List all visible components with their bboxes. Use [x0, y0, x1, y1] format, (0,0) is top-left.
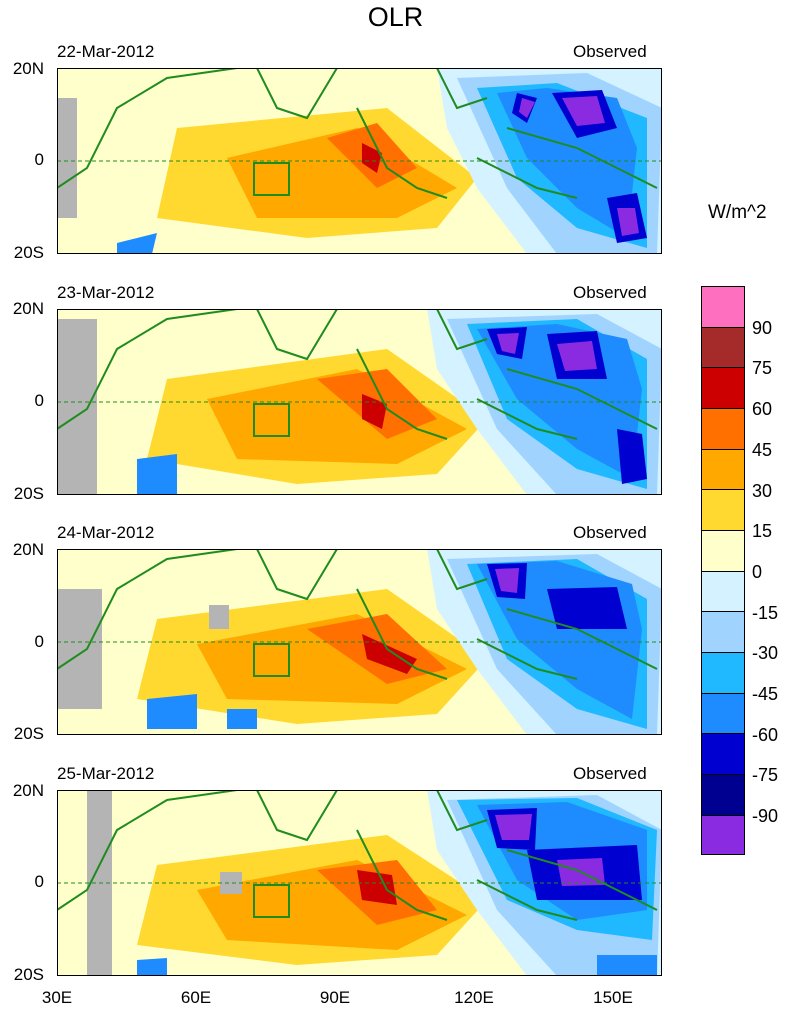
colorbar-label: -45 [752, 684, 779, 704]
p3-ytick-0: 0 [34, 632, 44, 651]
missing-data [87, 790, 242, 976]
field-south-low [147, 694, 257, 729]
colorbar-swatch [701, 286, 745, 327]
field-negative-90 [495, 814, 605, 886]
colorbar-swatch [701, 448, 745, 490]
colorbar-label: 0 [752, 562, 763, 582]
colorbar [701, 286, 745, 866]
missing-data [57, 319, 97, 495]
missing-data [57, 98, 77, 218]
colorbar-swatch [701, 367, 745, 408]
colorbar-label: 30 [752, 481, 773, 501]
figure-title: OLR [367, 2, 424, 32]
field-negative-90 [497, 333, 597, 371]
colorbar-label: 60 [752, 399, 773, 419]
panel2-date: 23-Mar-2012 [57, 283, 155, 302]
region-box [253, 162, 290, 196]
colorbar-swatch [701, 692, 745, 734]
p1-ytick-20n: 20N [12, 59, 44, 78]
p1-ytick-20s: 20S [13, 243, 44, 262]
colorbar-swatch [701, 326, 745, 368]
p1-ytick-0: 0 [34, 150, 44, 169]
xtick-90e: 90E [319, 988, 351, 1007]
p2-ytick-0: 0 [34, 391, 44, 410]
p2-ytick-20s: 20S [13, 484, 44, 503]
colorbar-label: 15 [752, 521, 773, 541]
colorbar-label: -15 [752, 603, 779, 623]
field-negative-90 [519, 96, 639, 236]
map-panel-23-mar [57, 309, 662, 495]
region-box [253, 643, 290, 677]
field-positive-60 [362, 143, 382, 173]
coastlines [57, 549, 658, 680]
colorbar-label: -60 [752, 725, 779, 745]
panel2-label: Observed [573, 283, 647, 302]
field-south-low [137, 454, 177, 495]
p4-ytick-0: 0 [34, 872, 44, 891]
p3-ytick-20n: 20N [12, 540, 44, 559]
map-panel-25-mar [57, 790, 662, 976]
field-south-low [117, 233, 157, 254]
coastlines [57, 309, 658, 440]
field-south-low [137, 955, 657, 976]
field-positive-60 [362, 634, 417, 674]
p4-ytick-20n: 20N [12, 781, 44, 800]
colorbar-swatch [701, 570, 745, 612]
xtick-30e: 30E [41, 988, 73, 1007]
colorbar-label: -75 [752, 765, 779, 785]
panel3-label: Observed [573, 523, 647, 542]
coastlines [57, 68, 658, 199]
map-panel-22-mar [57, 68, 662, 254]
colorbar-swatch [701, 651, 745, 693]
colorbar-label: 90 [752, 318, 773, 338]
p4-ytick-20s: 20S [13, 965, 44, 984]
missing-data [57, 589, 229, 709]
field-positive-60 [362, 394, 387, 429]
colorbar-label: -90 [752, 806, 779, 826]
field-positive-30 [207, 369, 467, 464]
region-box [253, 403, 290, 437]
colorbar-swatch [701, 773, 745, 815]
colorbar-label: 75 [752, 358, 773, 378]
field-negative-90 [495, 568, 519, 593]
colorbar-label: -30 [752, 643, 779, 663]
coastlines [57, 790, 658, 921]
colorbar-swatch [701, 611, 745, 652]
field-positive-60 [357, 870, 397, 905]
colorbar-label: 45 [752, 440, 773, 460]
xtick-150e: 150E [593, 988, 633, 1007]
colorbar-swatch [701, 529, 745, 571]
colorbar-swatch [701, 407, 745, 449]
panel1-date: 22-Mar-2012 [57, 42, 155, 61]
colorbar-swatch [701, 814, 745, 856]
map-panel-24-mar [57, 549, 662, 735]
colorbar-swatch [701, 489, 745, 530]
colorbar-swatch [701, 733, 745, 774]
colorbar-unit: W/m^2 [708, 202, 767, 223]
p2-ytick-20n: 20N [12, 299, 44, 318]
field-negative-75 [487, 563, 627, 629]
xtick-120e: 120E [454, 988, 494, 1007]
xtick-60e: 60E [180, 988, 212, 1007]
panel3-date: 24-Mar-2012 [57, 523, 155, 542]
p3-ytick-20s: 20S [13, 724, 44, 743]
panel4-date: 25-Mar-2012 [57, 764, 155, 783]
region-box [253, 884, 290, 918]
panel4-label: Observed [573, 764, 647, 783]
panel1-label: Observed [573, 42, 647, 61]
field-negative-75 [512, 90, 647, 243]
